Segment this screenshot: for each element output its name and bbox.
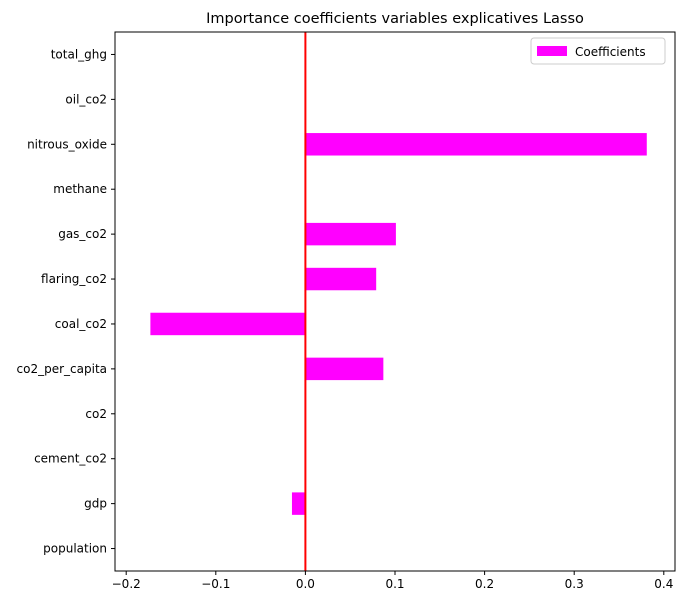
bar-co2_per_capita	[305, 357, 384, 381]
y-tick-label: gas_co2	[58, 227, 107, 241]
y-tick-label: gdp	[84, 497, 107, 511]
legend-swatch	[537, 46, 567, 56]
y-tick-label: cement_co2	[34, 452, 107, 466]
bar-gas_co2	[305, 222, 396, 246]
x-axis: −0.2 −0.1 0.0 0.1 0.2 0.3 0.4	[112, 571, 673, 591]
legend-label: Coefficients	[575, 45, 646, 59]
y-axis: population gdp cement_co2 co2 co2_per_capita…	[17, 47, 115, 556]
y-tick-label: oil_co2	[65, 92, 107, 106]
x-tick-label: −0.2	[112, 577, 141, 591]
y-tick-label: methane	[53, 182, 107, 196]
y-tick-label: co2_per_capita	[17, 362, 107, 376]
plot-frame	[114, 31, 676, 572]
plot-area	[114, 31, 676, 572]
chart-title: Importance coefficients variables explic…	[206, 11, 584, 27]
y-tick-label: co2	[85, 407, 107, 421]
y-tick-label: coal_co2	[55, 317, 107, 331]
x-tick-label: 0.1	[385, 577, 404, 591]
x-tick-label: 0.0	[296, 577, 315, 591]
legend: Coefficients	[530, 37, 666, 65]
x-tick-label: 0.2	[475, 577, 494, 591]
x-tick-label: 0.3	[565, 577, 584, 591]
x-tick-label: −0.1	[201, 577, 230, 591]
bar-coal_co2	[150, 312, 306, 336]
y-tick-label: nitrous_oxide	[27, 137, 107, 151]
bar-flaring_co2	[305, 267, 377, 291]
y-tick-label: total_ghg	[51, 47, 107, 61]
legend-box	[530, 37, 666, 65]
y-tick-label: flaring_co2	[41, 272, 107, 286]
x-tick-label: 0.4	[654, 577, 673, 591]
bar-gdp	[291, 492, 306, 515]
y-tick-label: population	[43, 542, 107, 556]
bar-nitrous_oxide	[305, 133, 647, 156]
